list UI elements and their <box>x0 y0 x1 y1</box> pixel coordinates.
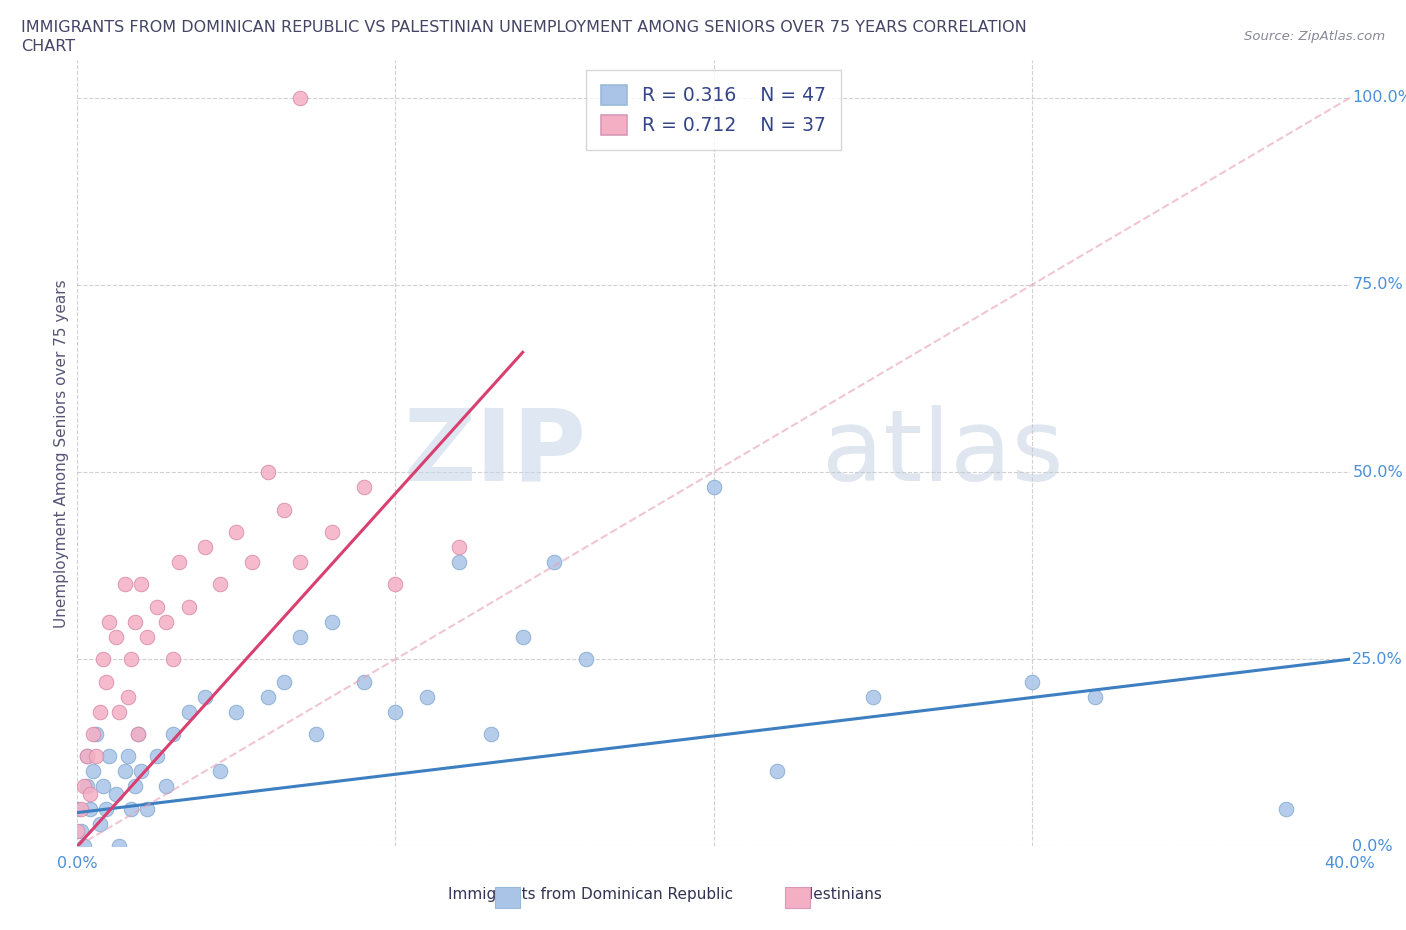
Point <box>66 802 89 817</box>
Point <box>240 554 263 569</box>
Point <box>107 704 129 719</box>
Text: Palestinians: Palestinians <box>792 887 882 902</box>
Point <box>136 630 159 644</box>
Point <box>1275 802 1298 817</box>
Point <box>94 802 117 817</box>
Point <box>512 630 534 644</box>
Point <box>117 749 139 764</box>
Point <box>225 525 247 539</box>
Point <box>1021 674 1043 689</box>
Point <box>146 599 169 614</box>
Point <box>89 704 111 719</box>
Point <box>146 749 169 764</box>
Point <box>114 764 136 779</box>
Point <box>288 90 311 105</box>
Point <box>162 726 184 741</box>
Point <box>129 764 152 779</box>
Point <box>120 652 142 667</box>
Text: 0.0%: 0.0% <box>1353 839 1393 854</box>
Point <box>69 824 91 839</box>
Point <box>353 480 375 495</box>
Text: ZIP: ZIP <box>404 405 586 502</box>
Point <box>79 802 101 817</box>
Text: 50.0%: 50.0% <box>1353 465 1403 480</box>
Point <box>73 839 96 854</box>
Point <box>273 674 295 689</box>
Point <box>66 824 89 839</box>
Point <box>321 525 343 539</box>
Point <box>76 779 98 794</box>
Point <box>273 502 295 517</box>
Point <box>209 764 232 779</box>
Point <box>120 802 142 817</box>
Point <box>862 689 884 704</box>
Point <box>89 817 111 831</box>
Point <box>79 787 101 802</box>
Point <box>127 726 149 741</box>
Text: CHART: CHART <box>21 39 75 54</box>
Point <box>86 749 108 764</box>
Point <box>76 749 98 764</box>
Point <box>321 615 343 630</box>
Point <box>91 779 114 794</box>
Point <box>124 615 146 630</box>
Text: Source: ZipAtlas.com: Source: ZipAtlas.com <box>1244 30 1385 43</box>
Text: IMMIGRANTS FROM DOMINICAN REPUBLIC VS PALESTINIAN UNEMPLOYMENT AMONG SENIORS OVE: IMMIGRANTS FROM DOMINICAN REPUBLIC VS PA… <box>21 20 1026 35</box>
Point <box>194 689 217 704</box>
Point <box>703 480 725 495</box>
Point <box>766 764 789 779</box>
Y-axis label: Unemployment Among Seniors over 75 years: Unemployment Among Seniors over 75 years <box>53 279 69 628</box>
Point <box>177 704 200 719</box>
Point <box>155 615 177 630</box>
Text: atlas: atlas <box>821 405 1063 502</box>
Point <box>104 630 127 644</box>
Point <box>91 652 114 667</box>
Point <box>384 704 406 719</box>
Point <box>82 726 104 741</box>
Point <box>124 779 146 794</box>
Point <box>94 674 117 689</box>
Point <box>107 839 129 854</box>
Point <box>288 554 311 569</box>
Point <box>129 577 152 591</box>
Legend: R = 0.316    N = 47, R = 0.712    N = 37: R = 0.316 N = 47, R = 0.712 N = 37 <box>586 70 841 151</box>
Point <box>155 779 177 794</box>
Point <box>543 554 565 569</box>
Point <box>117 689 139 704</box>
Point <box>288 630 311 644</box>
Point <box>86 726 108 741</box>
Point <box>114 577 136 591</box>
Point <box>177 599 200 614</box>
Point <box>353 674 375 689</box>
Point <box>257 689 280 704</box>
Point <box>136 802 159 817</box>
Point <box>162 652 184 667</box>
Point <box>305 726 328 741</box>
Point <box>1084 689 1107 704</box>
Text: Immigrants from Dominican Republic: Immigrants from Dominican Republic <box>449 887 733 902</box>
Point <box>104 787 127 802</box>
Text: 25.0%: 25.0% <box>1353 652 1403 667</box>
Point <box>167 554 190 569</box>
Point <box>69 802 91 817</box>
Point <box>416 689 439 704</box>
Point <box>257 465 280 480</box>
Point <box>127 726 149 741</box>
Point <box>449 554 471 569</box>
Point <box>194 539 217 554</box>
Text: 75.0%: 75.0% <box>1353 277 1403 292</box>
Point <box>449 539 471 554</box>
Point <box>98 749 121 764</box>
Point <box>82 764 104 779</box>
Point <box>479 726 502 741</box>
Point <box>98 615 121 630</box>
Point <box>209 577 232 591</box>
Point <box>73 779 96 794</box>
Point <box>384 577 406 591</box>
Point <box>76 749 98 764</box>
Point <box>225 704 247 719</box>
Point <box>575 652 598 667</box>
Text: 100.0%: 100.0% <box>1353 90 1406 105</box>
